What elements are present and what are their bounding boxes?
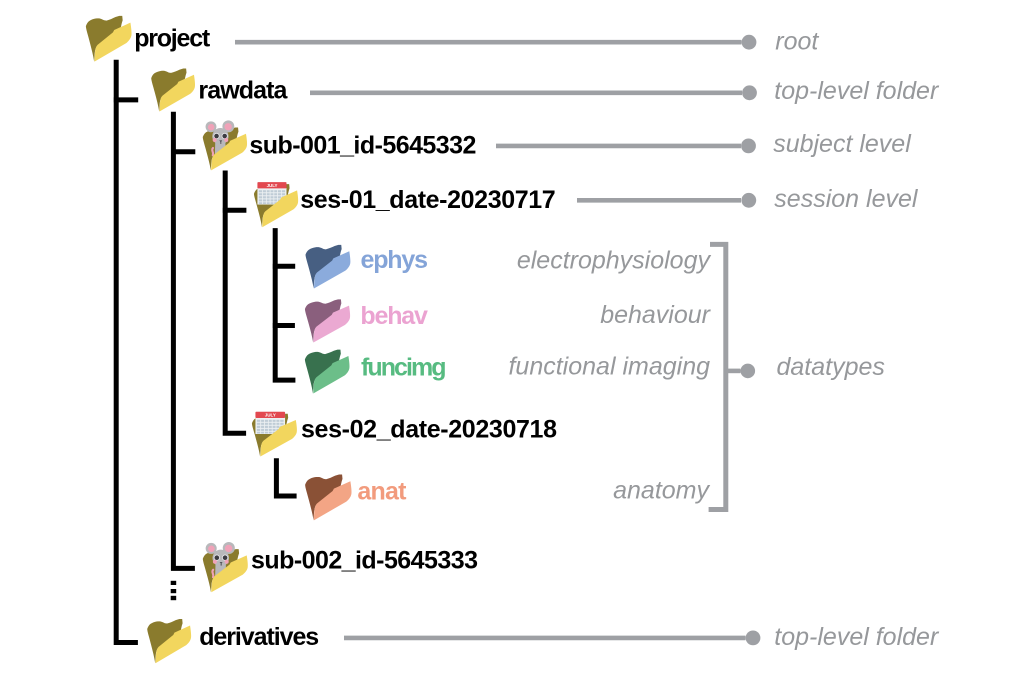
svg-text:ephys: ephys [361, 246, 429, 274]
svg-text:top-level folder: top-level folder [774, 77, 940, 105]
svg-text:derivatives: derivatives [199, 623, 319, 651]
svg-text:electrophysiology: electrophysiology [517, 247, 712, 275]
svg-text:ses-02_date-20230718: ses-02_date-20230718 [301, 415, 557, 443]
svg-text:ses-01_date-20230717: ses-01_date-20230717 [300, 186, 556, 214]
svg-text:top-level folder: top-level folder [774, 623, 940, 651]
svg-text:project: project [134, 25, 211, 53]
svg-text:datatypes: datatypes [777, 353, 885, 381]
svg-text:funcimg: funcimg [361, 353, 447, 381]
svg-text:sub-001_id-5645332: sub-001_id-5645332 [249, 131, 476, 159]
svg-text:functional imaging: functional imaging [508, 352, 710, 380]
svg-text:anat: anat [357, 478, 407, 506]
svg-text:behaviour: behaviour [600, 301, 711, 329]
svg-text:anatomy: anatomy [613, 476, 710, 504]
svg-text:sub-002_id-5645333: sub-002_id-5645333 [251, 546, 478, 574]
svg-text:behav: behav [360, 302, 428, 330]
svg-text:root: root [775, 28, 819, 56]
svg-text:rawdata: rawdata [198, 76, 288, 104]
svg-text:subject level: subject level [773, 130, 912, 158]
svg-text:session level: session level [774, 185, 919, 213]
